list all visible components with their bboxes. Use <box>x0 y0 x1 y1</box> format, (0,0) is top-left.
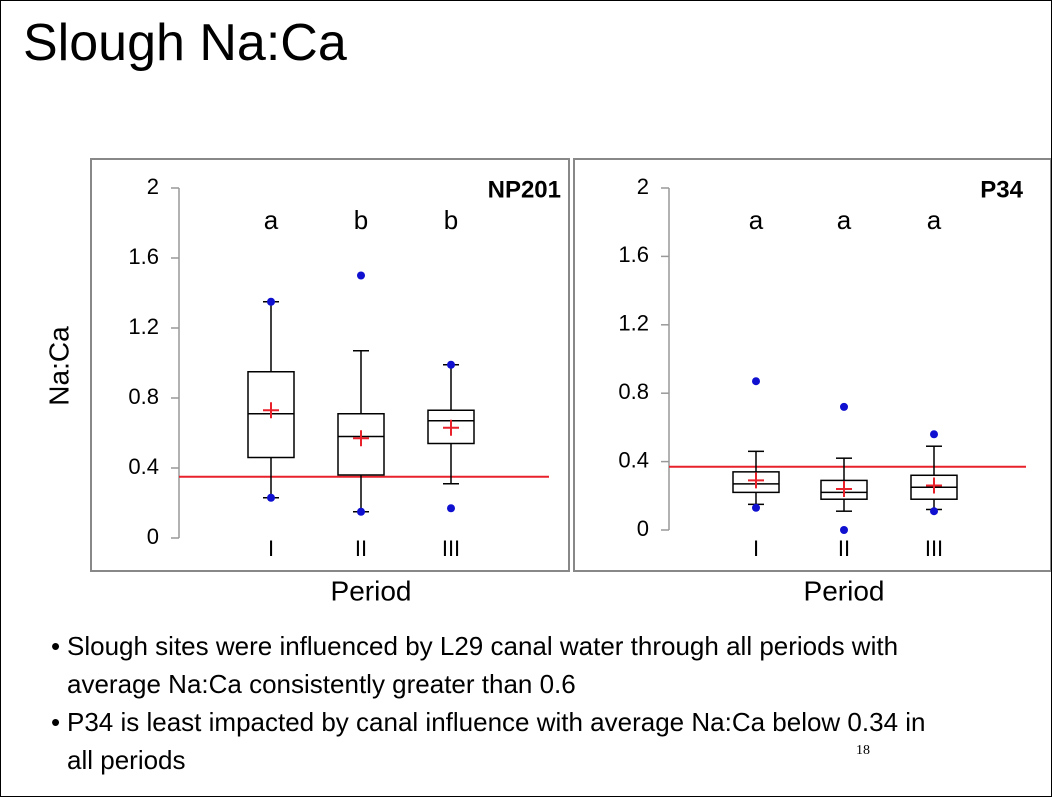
min-point <box>840 526 848 534</box>
min-point <box>447 504 455 513</box>
bullet: Slough sites were influenced by L29 cana… <box>49 627 947 703</box>
y-tick-label: 2 <box>147 174 159 199</box>
y-tick-label: 1.6 <box>618 242 649 267</box>
slide-title: Slough Na:Ca <box>23 14 347 72</box>
mean-marker <box>748 472 764 489</box>
y-tick-label: 1.2 <box>128 314 159 339</box>
page-number: 18 <box>856 743 870 758</box>
x-tick-label: III <box>442 536 460 561</box>
panel-title: P34 <box>980 176 1023 203</box>
group-letter: a <box>264 205 279 235</box>
charts: 00.40.81.21.62 NP201Na:CaPeriodIaIIbIIIb0… <box>43 158 1051 606</box>
y-tick-label: 2 <box>637 174 649 199</box>
max-point <box>752 377 760 386</box>
mean-marker <box>926 477 942 494</box>
y-tick-label: 0.4 <box>618 447 649 472</box>
panel <box>573 158 1051 572</box>
min-point <box>752 503 760 512</box>
min-point <box>357 507 365 516</box>
group-letter: a <box>927 205 942 235</box>
max-point <box>267 297 275 306</box>
y-axis-label: Na:Ca <box>43 326 74 406</box>
mean-marker <box>443 419 459 436</box>
mean-marker <box>836 480 852 497</box>
x-tick-label: III <box>925 536 943 561</box>
y-tick-label: 0.8 <box>618 379 649 404</box>
group-letter: b <box>444 205 458 235</box>
y-tick-label: 1.6 <box>128 244 159 269</box>
max-point <box>357 271 365 280</box>
mean-marker <box>263 402 279 419</box>
mean-marker <box>353 430 369 447</box>
max-point <box>447 360 455 369</box>
panel <box>90 158 570 572</box>
x-tick-label: II <box>838 536 850 561</box>
y-tick-label: 1.2 <box>618 311 649 336</box>
x-tick-label: I <box>268 536 274 561</box>
group-letter: a <box>837 205 852 235</box>
panel-title: NP201 <box>488 176 561 203</box>
bullet-list: Slough sites were influenced by L29 cana… <box>49 627 1039 779</box>
y-tick-label: 0 <box>637 516 649 541</box>
max-point <box>840 402 848 411</box>
y-tick-label: 0.8 <box>128 384 159 409</box>
bullet: P34 is least impacted by canal influence… <box>49 703 947 779</box>
x-axis-label: Period <box>804 575 885 606</box>
x-axis-label: Period <box>331 575 412 606</box>
y-tick-label: 0.4 <box>128 454 159 479</box>
box <box>337 413 385 476</box>
y-tick-label: 0 <box>147 524 159 549</box>
max-point <box>930 430 938 439</box>
min-point <box>930 507 938 516</box>
group-letter: a <box>749 205 764 235</box>
min-point <box>267 493 275 502</box>
group-letter: b <box>354 205 368 235</box>
x-tick-label: I <box>753 536 759 561</box>
x-tick-label: II <box>355 536 367 561</box>
